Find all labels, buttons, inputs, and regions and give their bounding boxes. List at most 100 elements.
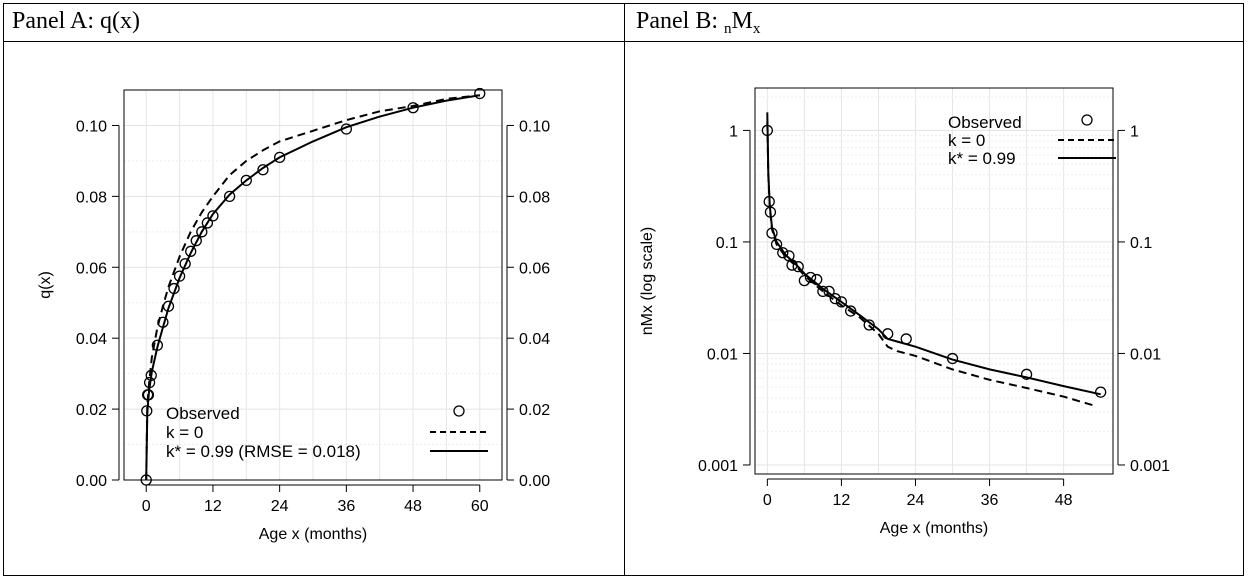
column-divider (624, 4, 625, 575)
panel-b-title-sub-n: n (724, 21, 732, 37)
a-observed-point (151, 339, 164, 351)
a-legend-label: k = 0 (166, 423, 203, 442)
b-y-tick-label-left: 1 (729, 123, 738, 140)
a-observed-point (207, 210, 219, 222)
b-legend-circle-swatch (1081, 114, 1093, 126)
a-observed-point (145, 369, 157, 382)
a-observed-point (142, 389, 155, 401)
figure-table: Panel A: q(x) Panel B: nMx (3, 3, 1244, 576)
a-observed-point (474, 87, 486, 100)
a-observed-point (257, 164, 269, 176)
panel-b-title-sub-x: x (752, 21, 761, 37)
a-y-tick-label-right: 0.04 (519, 331, 550, 348)
b-y-tick-label-left: 0.1 (716, 235, 738, 252)
b-y-tick-label-right: 0.1 (1130, 235, 1152, 252)
a-observed-point (223, 190, 236, 203)
b-observed-point (946, 352, 959, 365)
a-observed-point (196, 226, 208, 238)
b-x-tick-label: 48 (1055, 492, 1073, 509)
b-plot-frame (754, 87, 1114, 475)
b-observed-point (770, 238, 783, 251)
a-legend-label: k* = 0.99 (RMSE = 0.018) (166, 442, 361, 461)
a-y-tick-label-left: 0.06 (76, 260, 107, 277)
a-observed-point (185, 245, 197, 257)
a-y-tick-label-right: 0.10 (519, 118, 550, 135)
a-y-tick-label-right: 0.00 (519, 473, 550, 490)
a-observed-point (140, 474, 152, 486)
a-x-axis-title: Age x (months) (259, 526, 367, 543)
a-y-tick-label-left: 0.08 (76, 189, 107, 206)
b-observed-point (786, 259, 798, 271)
b-observed-point (863, 319, 875, 331)
a-legend-label: Observed (166, 404, 240, 423)
panel-b-title-m: M (731, 8, 753, 34)
b-observed-point (1095, 386, 1107, 398)
b-observed-point (798, 274, 811, 287)
b-observed-point (811, 273, 823, 286)
panel-a-title: Panel A: q(x) (12, 8, 140, 34)
b-observed-point (763, 195, 775, 208)
a-y-tick-label-right: 0.08 (519, 189, 550, 206)
b-observed-point (766, 227, 778, 239)
a-y-tick-label-right: 0.02 (519, 402, 550, 419)
a-x-tick-label: 60 (471, 498, 489, 515)
b-legend-label: Observed (948, 113, 1022, 132)
b-observed-point (777, 247, 789, 259)
b-observed-point (845, 305, 857, 317)
b-x-tick-label: 36 (981, 492, 999, 509)
b-observed-point (829, 293, 841, 305)
a-x-tick-label: 12 (204, 498, 222, 515)
b-observed-point (823, 285, 835, 298)
a-series-kstar-line (145, 94, 480, 481)
a-observed-point (168, 282, 180, 295)
a-observed-point (190, 235, 202, 247)
a-y-tick-label-left: 0.04 (76, 331, 107, 348)
a-x-tick-label: 48 (404, 498, 422, 515)
a-x-tick-label: 0 (142, 498, 151, 515)
chart-q-of-x: 0 12 24 36 48 60 Age x (months) 0.00 0.00 0.02 0.0… (37, 87, 550, 543)
a-observed-point (162, 300, 175, 312)
chart-nmx-log: 0 12 24 36 48 Age x (months) 0.001 0.001 0.01 0.0… (639, 87, 1170, 537)
b-y-tick-label-right: 0.001 (1130, 458, 1170, 475)
b-legend-label: k* = 0.99 (948, 149, 1016, 168)
a-observed-point (273, 151, 286, 164)
header-divider (4, 41, 1243, 42)
b-observed-point (792, 261, 804, 273)
a-x-tick-label: 36 (337, 498, 355, 515)
a-observed-point (157, 316, 169, 328)
b-x-axis-title: Age x (months) (880, 520, 988, 537)
b-observed-point (817, 285, 829, 298)
b-observed-point (764, 206, 777, 218)
panel-b-title: Panel B: nMx (636, 8, 761, 37)
a-y-axis-title: q(x) (37, 271, 54, 299)
b-y-tick-label-right: 1 (1130, 123, 1139, 140)
a-y-tick-label-left: 0.10 (76, 118, 107, 135)
a-observed-point (179, 258, 191, 270)
a-observed-point (340, 123, 353, 135)
a-plot-frame (123, 89, 503, 481)
b-observed-point (804, 271, 817, 284)
b-observed-point (835, 296, 848, 308)
a-y-tick-label-left: 0.00 (76, 473, 107, 490)
b-observed-point (900, 333, 912, 345)
b-legend-label: k = 0 (948, 131, 985, 150)
b-observed-point (1020, 368, 1033, 380)
a-y-tick-label-left: 0.02 (76, 402, 107, 419)
a-observed-point (240, 174, 252, 187)
a-y-tick-label-right: 0.06 (519, 260, 550, 277)
b-y-tick-label-left: 0.001 (698, 458, 738, 475)
a-legend-circle-swatch (453, 405, 465, 417)
a-observed-point (201, 217, 214, 229)
b-observed-point (882, 328, 894, 340)
b-x-tick-label: 24 (907, 492, 925, 509)
b-y-tick-label-left: 0.01 (707, 346, 738, 363)
b-y-axis-title: nMx (log scale) (639, 227, 656, 335)
a-observed-point (407, 102, 419, 114)
b-y-tick-label-right: 0.01 (1130, 346, 1161, 363)
a-x-tick-label: 24 (271, 498, 289, 515)
a-observed-point (143, 376, 156, 389)
b-x-tick-label: 0 (763, 492, 772, 509)
b-series-kstar-line (766, 112, 1101, 396)
a-observed-point (141, 405, 153, 417)
a-observed-point (173, 270, 186, 282)
